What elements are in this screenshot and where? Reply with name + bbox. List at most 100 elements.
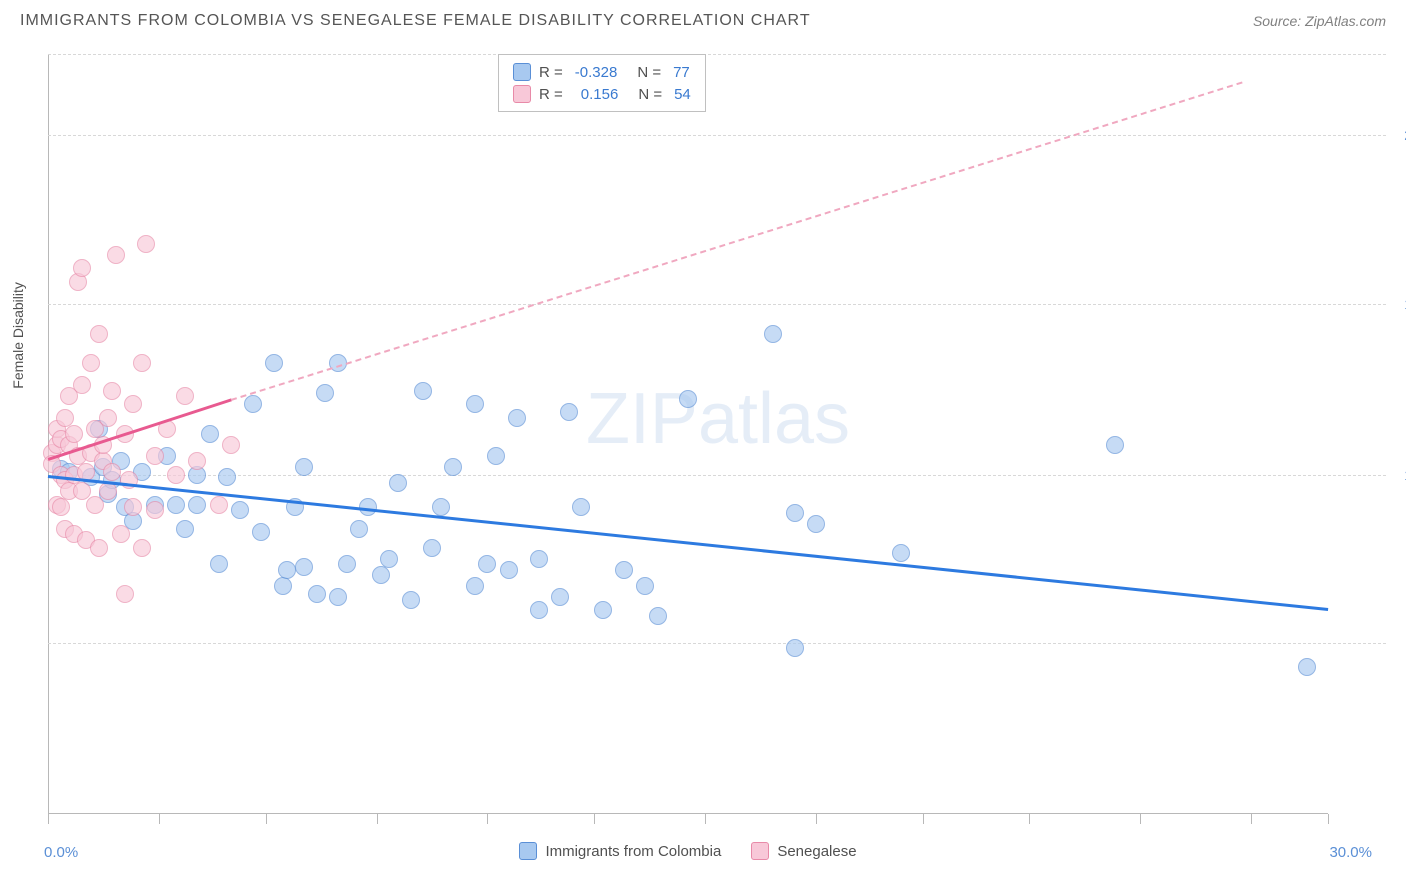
data-point (350, 520, 368, 538)
data-point (124, 498, 142, 516)
data-point (1106, 436, 1124, 454)
x-max-label: 30.0% (1329, 844, 1372, 861)
data-point (73, 376, 91, 394)
data-point (764, 325, 782, 343)
data-point (432, 498, 450, 516)
swatch-icon (513, 85, 531, 103)
data-point (338, 555, 356, 573)
data-point (295, 558, 313, 576)
data-point (133, 354, 151, 372)
data-point (146, 501, 164, 519)
data-point (188, 496, 206, 514)
data-point (201, 425, 219, 443)
data-point (530, 550, 548, 568)
legend-row-senegalese: R = 0.156 N = 54 (513, 83, 691, 105)
data-point (222, 436, 240, 454)
trend-line (231, 81, 1243, 400)
trend-line (48, 475, 1328, 610)
data-point (176, 387, 194, 405)
legend-r-value: -0.328 (575, 64, 618, 81)
data-point (636, 577, 654, 595)
data-point (116, 585, 134, 603)
data-point (372, 566, 390, 584)
watermark: ZIPatlas (586, 378, 850, 460)
data-point (444, 458, 462, 476)
data-point (167, 496, 185, 514)
legend-n-label: N = (638, 86, 662, 103)
data-point (423, 539, 441, 557)
data-point (316, 384, 334, 402)
data-point (99, 482, 117, 500)
data-point (124, 395, 142, 413)
source-label: Source: ZipAtlas.com (1253, 13, 1386, 29)
data-point (649, 607, 667, 625)
data-point (82, 354, 100, 372)
data-point (90, 325, 108, 343)
data-point (466, 395, 484, 413)
legend-n-value: 54 (674, 86, 691, 103)
chart-area: Female Disability 6.3%12.5%18.8%25.0% ZI… (48, 54, 1388, 814)
x-axis-line (48, 813, 1328, 814)
data-point (508, 409, 526, 427)
data-point (466, 577, 484, 595)
data-point (594, 601, 612, 619)
legend-n-value: 77 (673, 64, 690, 81)
data-point (278, 561, 296, 579)
data-point (530, 601, 548, 619)
data-point (892, 544, 910, 562)
data-point (90, 539, 108, 557)
data-point (146, 447, 164, 465)
legend-r-label: R = (539, 86, 563, 103)
data-point (1298, 658, 1316, 676)
data-point (265, 354, 283, 372)
data-point (551, 588, 569, 606)
legend-item-senegalese: Senegalese (751, 842, 856, 860)
y-axis-label: Female Disability (10, 282, 26, 389)
data-point (615, 561, 633, 579)
data-point (414, 382, 432, 400)
data-point (786, 504, 804, 522)
data-point (679, 390, 697, 408)
chart-header: IMMIGRANTS FROM COLOMBIA VS SENEGALESE F… (0, 0, 1406, 36)
data-point (167, 466, 185, 484)
data-point (218, 468, 236, 486)
legend-item-colombia: Immigrants from Colombia (519, 842, 721, 860)
legend-n-label: N = (637, 64, 661, 81)
data-point (402, 591, 420, 609)
data-point (252, 523, 270, 541)
data-point (73, 259, 91, 277)
data-point (231, 501, 249, 519)
data-point (107, 246, 125, 264)
data-point (487, 447, 505, 465)
data-point (295, 458, 313, 476)
data-point (389, 474, 407, 492)
data-point (56, 409, 74, 427)
legend-r-label: R = (539, 64, 563, 81)
legend-row-colombia: R = -0.328 N = 77 (513, 61, 691, 83)
data-point (112, 525, 130, 543)
swatch-icon (751, 842, 769, 860)
data-point (103, 463, 121, 481)
swatch-icon (519, 842, 537, 860)
data-point (176, 520, 194, 538)
data-point (560, 403, 578, 421)
data-point (86, 496, 104, 514)
data-point (274, 577, 292, 595)
data-point (807, 515, 825, 533)
data-point (572, 498, 590, 516)
data-point (52, 498, 70, 516)
data-point (133, 539, 151, 557)
swatch-icon (513, 63, 531, 81)
data-point (210, 555, 228, 573)
data-point (137, 235, 155, 253)
chart-title: IMMIGRANTS FROM COLOMBIA VS SENEGALESE F… (20, 12, 811, 30)
data-point (329, 588, 347, 606)
data-point (65, 425, 83, 443)
legend-label: Immigrants from Colombia (545, 843, 721, 860)
series-legend: Immigrants from Colombia Senegalese (48, 842, 1328, 860)
legend-r-value: 0.156 (581, 86, 619, 103)
data-point (500, 561, 518, 579)
data-point (308, 585, 326, 603)
data-point (99, 409, 117, 427)
data-point (210, 496, 228, 514)
